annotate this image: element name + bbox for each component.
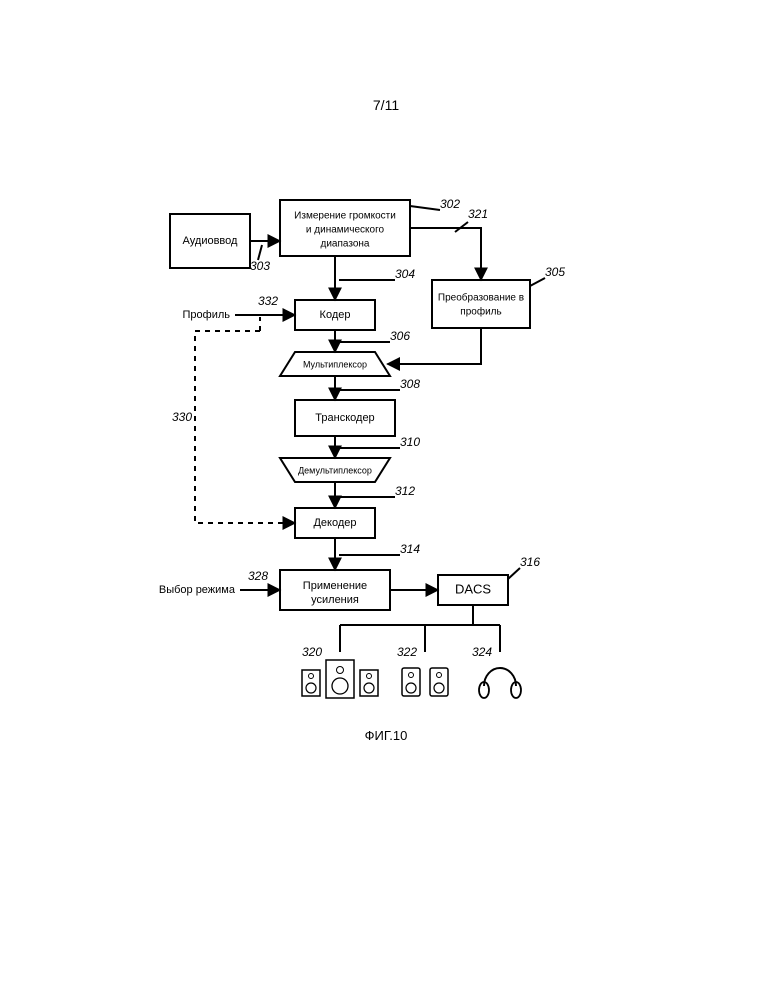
label-312: 312	[395, 484, 415, 498]
dacs-label: DACS	[455, 581, 491, 596]
label-305: 305	[545, 265, 565, 279]
label-321: 321	[468, 207, 488, 221]
decoder-label: Декодер	[313, 517, 356, 529]
diagram-canvas: 7/11 Аудиоввод Измерение громкости и динами…	[0, 0, 772, 999]
arrow-321	[410, 228, 481, 280]
measure-label: диапазона	[321, 239, 370, 250]
label-332: 332	[258, 294, 278, 308]
profile-text: Профиль	[183, 309, 231, 321]
leader-303	[258, 245, 262, 260]
label-310: 310	[400, 435, 420, 449]
multiplexer-label: Мультиплексор	[303, 359, 367, 369]
label-330: 330	[172, 410, 192, 424]
leader-305	[530, 278, 545, 286]
to-profile-box	[432, 280, 530, 328]
to-profile-label: профиль	[460, 306, 501, 318]
label-306: 306	[390, 329, 410, 343]
figure-title: ФИГ.10	[365, 728, 408, 743]
label-308: 308	[400, 377, 420, 391]
leader-302	[410, 206, 440, 210]
dashed-330	[195, 331, 295, 523]
label-314: 314	[400, 542, 420, 556]
label-304: 304	[395, 267, 415, 281]
mode-text: Выбор режима	[159, 584, 236, 596]
headphones-icon	[484, 668, 516, 686]
label-320: 320	[302, 645, 322, 659]
transcoder-label: Транскодер	[315, 412, 374, 424]
label-322: 322	[397, 645, 417, 659]
label-324: 324	[472, 645, 492, 659]
audio-input-label: Аудиоввод	[183, 235, 238, 247]
gain-label: усиления	[311, 594, 359, 606]
label-328: 328	[248, 569, 268, 583]
label-303: 303	[250, 259, 270, 273]
measure-label: Измерение громкости	[294, 211, 396, 222]
measure-label: и динамического	[306, 225, 385, 236]
gain-label: Применение	[303, 580, 367, 592]
label-316: 316	[520, 555, 540, 569]
label-302: 302	[440, 197, 460, 211]
demultiplexer-label: Демультиплексор	[298, 465, 372, 475]
page-number: 7/11	[373, 97, 399, 113]
encoder-label: Кодер	[320, 309, 351, 321]
speaker-center	[326, 660, 354, 698]
leader-316	[508, 568, 520, 579]
to-profile-label: Преобразование в	[438, 292, 524, 304]
